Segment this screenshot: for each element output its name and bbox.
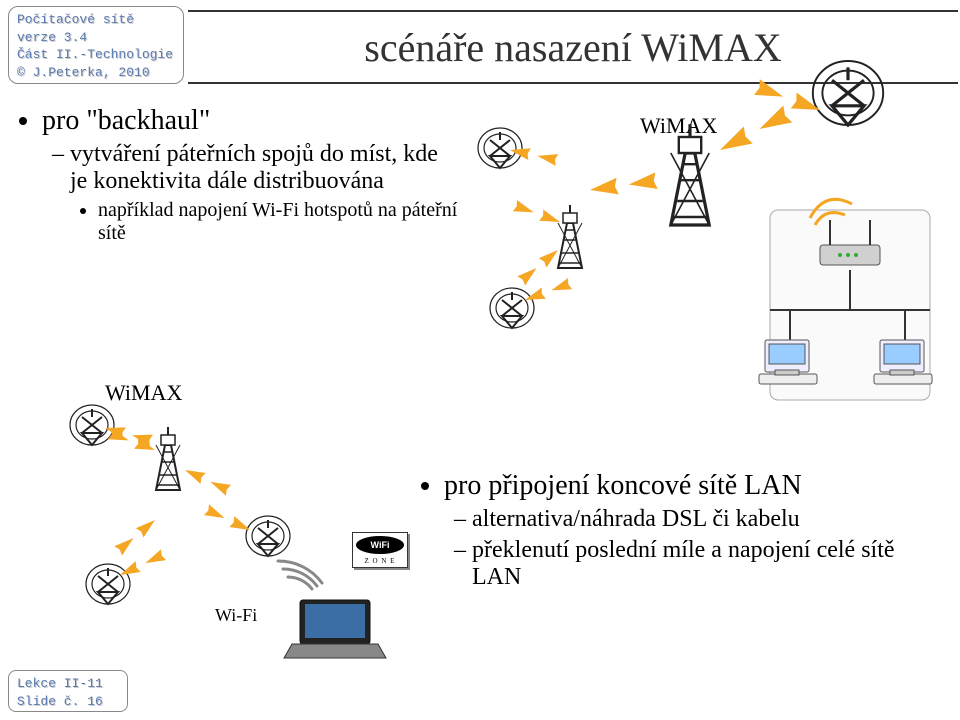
wifi-zone-logo: WiFi Z O N E	[352, 532, 408, 568]
signal-icon	[509, 144, 558, 166]
antenna-icon	[490, 288, 534, 328]
slide-meta-box: Počítačové sítě verze 3.4 Část II.-Techn…	[8, 6, 184, 84]
antenna-icon	[86, 564, 130, 604]
signal-icon	[204, 504, 253, 535]
label-wimax-top: WiMAX	[640, 113, 717, 139]
signal-icon	[103, 422, 152, 446]
bullet-backhaul-sub1-text: vytváření páteřních spojů do míst, kde j…	[70, 141, 438, 194]
bullet-backhaul-sub1: vytváření páteřních spojů do míst, kde j…	[70, 141, 458, 245]
signal-icon	[182, 465, 231, 496]
signal-icon	[715, 105, 792, 158]
bullet-lan-text: pro připojení koncové sítě LAN	[444, 470, 802, 501]
antenna-icon	[70, 405, 114, 445]
lan-box	[770, 210, 930, 400]
footer-line2: Slide č. 16	[17, 693, 119, 711]
signal-icon	[108, 428, 157, 456]
meta-line3: Část II.-Technologie	[17, 46, 175, 64]
signal-icon	[114, 515, 158, 555]
tower-icon	[156, 427, 180, 490]
label-wimax-bottom: WiMAX	[105, 380, 182, 406]
meta-line2: verze 3.4	[17, 29, 175, 47]
signal-icon	[513, 200, 562, 228]
bullet-backhaul-sub2: například napojení Wi-Fi hotspotů na pát…	[98, 199, 458, 245]
signal-icon	[589, 172, 658, 198]
pc-icon	[874, 340, 932, 384]
bullet-lan-sub1: alternativa/náhrada DSL či kabelu	[472, 506, 940, 533]
footer-line1: Lekce II-11	[17, 675, 119, 693]
slide-title: scénáře nasazení WiMAX	[364, 24, 781, 71]
title-bar: scénáře nasazení WiMAX	[188, 10, 958, 84]
meta-line1: Počítačové sítě	[17, 11, 175, 29]
bullet-lan-sub2: překlenutí poslední míle a napojení celé…	[472, 537, 940, 591]
label-lan: LAN	[865, 253, 910, 279]
bullet-backhaul: pro "backhaul" vytváření páteřních spojů…	[42, 105, 458, 245]
bullets-lan: pro připojení koncové sítě LAN alternati…	[420, 470, 940, 597]
slide-footer-box: Lekce II-11 Slide č. 16	[8, 670, 128, 712]
signal-icon	[117, 549, 166, 580]
wifi-zone-text: Z O N E	[353, 557, 407, 565]
signal-icon	[517, 245, 561, 285]
pc-icon	[759, 340, 817, 384]
antenna-icon	[246, 516, 290, 556]
bullet-backhaul-text: pro "backhaul"	[42, 105, 210, 136]
svg-text:WiFi: WiFi	[371, 540, 390, 550]
bullet-lan: pro připojení koncové sítě LAN alternati…	[444, 470, 940, 591]
signal-icon	[754, 79, 823, 118]
antenna-icon	[478, 128, 522, 168]
meta-line4: © J.Peterka, 2010	[17, 64, 175, 82]
tower-icon	[558, 205, 582, 268]
laptop-icon	[284, 600, 386, 658]
label-wifi: Wi-Fi	[215, 605, 257, 626]
tower-icon	[671, 124, 709, 225]
bullets-backhaul: pro "backhaul" vytváření páteřních spojů…	[18, 105, 458, 251]
signal-icon	[523, 278, 572, 306]
